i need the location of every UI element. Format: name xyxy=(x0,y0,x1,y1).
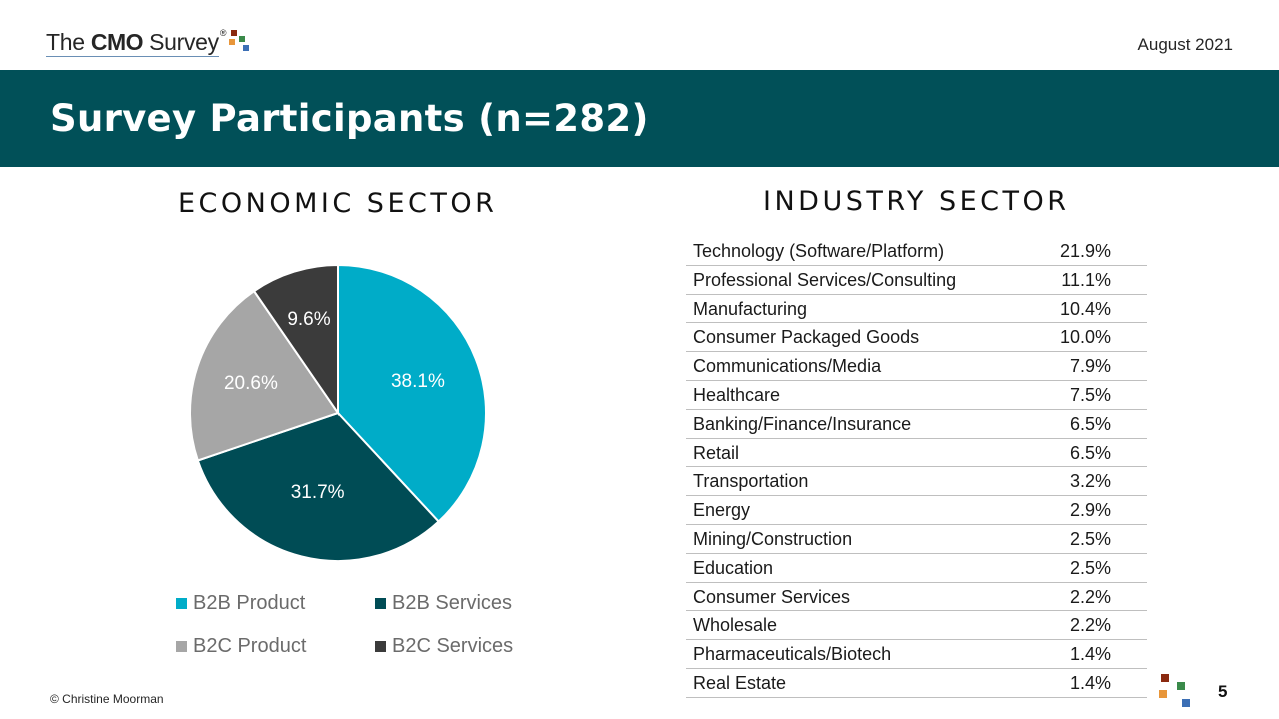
industry-value: 1.4% xyxy=(1069,672,1111,693)
logo-prefix: The xyxy=(46,29,91,55)
table-row: Banking/Finance/Insurance 6.5% xyxy=(686,410,1147,439)
industry-value: 21.9% xyxy=(1059,241,1111,261)
industry-value: 10.4% xyxy=(1059,298,1111,319)
pie-data-label: 38.1% xyxy=(390,370,445,392)
table-row: Wholesale 2.2% xyxy=(686,611,1147,641)
industry-name: Communications/Media xyxy=(693,356,882,377)
logo-squares-icon xyxy=(228,28,259,58)
industry-name: Pharmaceuticals/Biotech xyxy=(693,644,892,665)
industry-value: 2.5% xyxy=(1069,528,1111,549)
table-row: Education 2.5% xyxy=(686,554,1147,583)
page-title: Survey Participants (n=282) xyxy=(50,97,649,140)
legend-swatch xyxy=(375,641,386,652)
table-row: Pharmaceuticals/Biotech 1.4% xyxy=(686,640,1147,669)
industry-name: Technology (Software/Platform) xyxy=(693,241,945,261)
table-row: Real Estate 1.4% xyxy=(686,669,1147,698)
cmo-survey-logo: The CMO Survey ® xyxy=(46,28,259,58)
industry-value: 11.1% xyxy=(1061,269,1111,290)
industry-name: Mining/Construction xyxy=(693,528,853,549)
corner-logo-squares-icon xyxy=(1159,672,1199,712)
table-row: Professional Services/Consulting 11.1% xyxy=(686,266,1147,295)
industry-sector-table: Technology (Software/Platform) 21.9% Prof… xyxy=(686,237,1147,698)
industry-name: Consumer Packaged Goods xyxy=(693,327,920,348)
industry-value: 2.5% xyxy=(1069,557,1111,578)
industry-name: Banking/Finance/Insurance xyxy=(693,413,912,434)
legend-item-b2b-product: B2B Product xyxy=(176,592,305,615)
industry-name: Transportation xyxy=(693,471,809,492)
page-number: 5 xyxy=(1218,682,1228,701)
industry-value: 2.2% xyxy=(1069,586,1111,607)
industry-value: 2.9% xyxy=(1069,500,1111,521)
legend-item-b2b-services: B2B Services xyxy=(375,592,512,615)
industry-name: Manufacturing xyxy=(693,298,808,319)
table-row: Consumer Packaged Goods 10.0% xyxy=(686,323,1147,353)
legend-swatch xyxy=(375,598,386,609)
copyright-footer: © Christine Moorman xyxy=(50,692,164,706)
legend-label: B2B Services xyxy=(392,592,513,614)
industry-name: Energy xyxy=(693,500,751,521)
industry-name: Real Estate xyxy=(693,672,787,693)
pie-data-label: 31.7% xyxy=(290,482,345,504)
pie-data-label: 20.6% xyxy=(223,373,278,395)
industry-name: Professional Services/Consulting xyxy=(693,269,957,290)
industry-value: 10.0% xyxy=(1059,327,1111,348)
economic-sector-title: ECONOMIC SECTOR xyxy=(178,188,498,219)
table-row: Retail 6.5% xyxy=(686,439,1147,468)
industry-value: 7.5% xyxy=(1069,384,1111,405)
table-row: Communications/Media 7.9% xyxy=(686,352,1147,381)
legend-label: B2B Product xyxy=(193,592,306,614)
legend-item-b2c-services: B2C Services xyxy=(375,635,513,658)
logo-brand: CMO xyxy=(90,29,144,55)
title-banner: Survey Participants (n=282) xyxy=(0,70,1279,167)
legend-item-b2c-product: B2C Product xyxy=(176,635,306,658)
industry-value: 2.2% xyxy=(1069,615,1111,636)
table-row: Technology (Software/Platform) 21.9% xyxy=(686,237,1147,266)
industry-value: 6.5% xyxy=(1069,442,1111,463)
industry-value: 3.2% xyxy=(1069,471,1111,492)
legend-label: B2C Services xyxy=(392,635,514,657)
industry-value: 6.5% xyxy=(1069,413,1111,434)
pie-data-label: 9.6% xyxy=(287,308,331,330)
logo-suffix: Survey xyxy=(143,29,219,55)
industry-name: Wholesale xyxy=(693,615,778,636)
table-row: Transportation 3.2% xyxy=(686,467,1147,497)
table-row: Manufacturing 10.4% xyxy=(686,295,1147,324)
industry-name: Healthcare xyxy=(693,384,781,405)
industry-name: Education xyxy=(693,557,774,578)
legend-swatch xyxy=(176,598,187,609)
industry-sector-title: INDUSTRY SECTOR xyxy=(763,186,1070,217)
logo-text: The CMO Survey xyxy=(46,28,219,57)
report-date: August 2021 xyxy=(1137,35,1233,54)
table-row: Consumer Services 2.2% xyxy=(686,583,1147,612)
industry-value: 1.4% xyxy=(1069,644,1111,665)
table-row: Healthcare 7.5% xyxy=(686,381,1147,410)
registered-mark: ® xyxy=(219,28,227,38)
legend-label: B2C Product xyxy=(193,635,307,657)
legend-swatch xyxy=(176,641,187,652)
table-row: Mining/Construction 2.5% xyxy=(686,525,1147,554)
industry-name: Retail xyxy=(693,442,740,463)
pie-slice-b2b-product xyxy=(337,263,487,523)
industry-name: Consumer Services xyxy=(693,586,851,607)
table-row: Energy 2.9% xyxy=(686,496,1147,525)
industry-value: 7.9% xyxy=(1069,356,1111,377)
